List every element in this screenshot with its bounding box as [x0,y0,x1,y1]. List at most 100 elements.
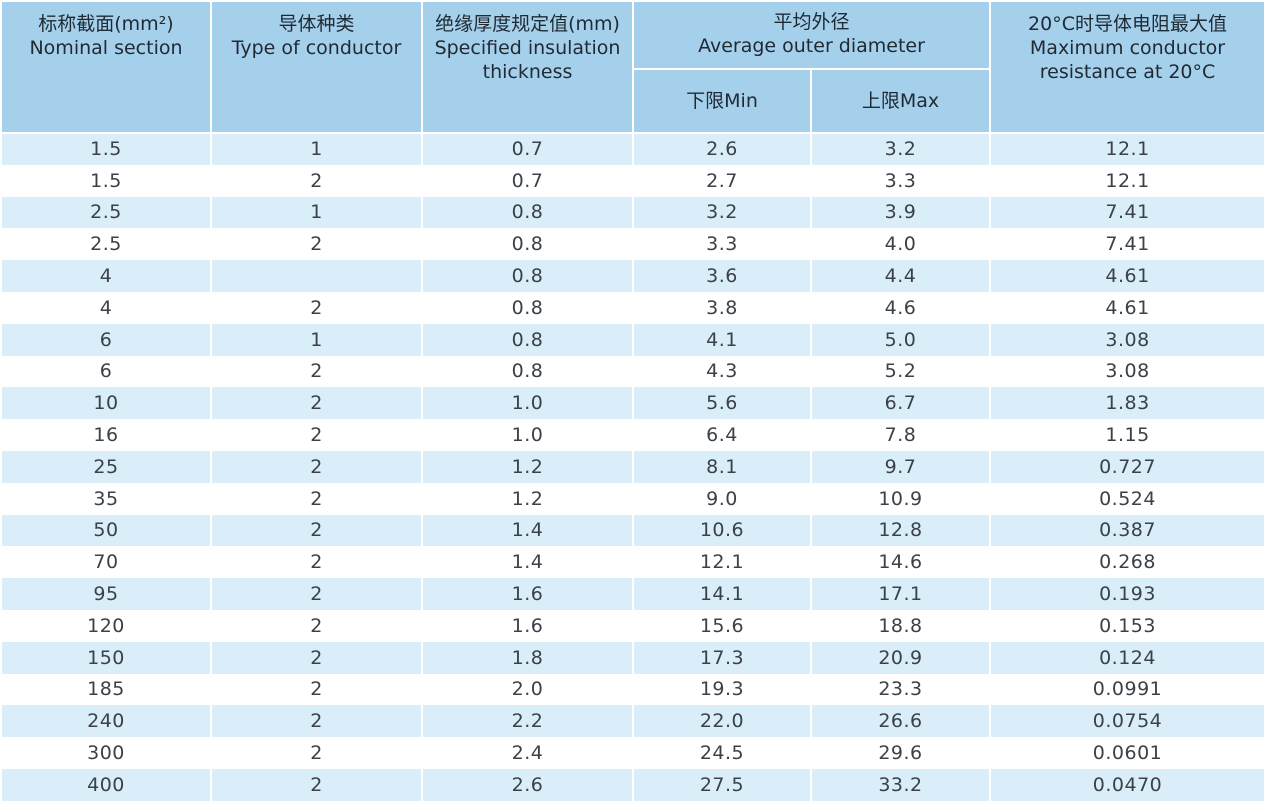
resistance-cell: 3.08 [989,323,1264,356]
diameter-min-cell: 9.0 [632,482,812,515]
resistance-cell: 12.1 [989,133,1264,165]
nominal-section-cell: 4 [0,291,212,324]
diameter-min-cell: 8.1 [632,450,812,483]
diameter-min-cell: 24.5 [632,737,812,769]
conductor-type-cell: 2 [210,228,423,261]
resistance-cell: 0.193 [989,578,1264,610]
header-average-diameter: 平均外径 Average outer diameter [631,0,992,70]
conductor-type-cell: 2 [210,609,423,642]
header-resistance-cn: 20°C时导体电阻最大值 [1028,13,1227,35]
diameter-min-cell: 3.2 [632,196,812,229]
diameter-max-cell: 4.4 [809,260,992,292]
nominal-section-cell: 2.5 [0,228,212,261]
nominal-section-cell: 50 [0,514,212,547]
insulation-thickness-cell: 0.8 [421,228,634,261]
diameter-min-cell: 5.6 [632,387,812,420]
nominal-section-cell: 1.5 [0,133,212,165]
table-row: 16 2 1.0 6.4 7.8 1.15 [0,419,1264,451]
resistance-cell: 0.0991 [989,673,1264,706]
table-row: 35 2 1.2 9.0 10.9 0.524 [0,482,1264,515]
resistance-cell: 0.727 [989,450,1264,483]
insulation-thickness-cell: 1.4 [421,514,634,547]
diameter-min-cell: 6.4 [632,419,812,451]
conductor-type-cell: 2 [210,482,423,515]
table-row: 2.5 2 0.8 3.3 4.0 7.41 [0,228,1264,261]
diameter-min-cell: 15.6 [632,609,812,642]
diameter-max-cell: 29.6 [809,737,992,769]
conductor-type-cell: 2 [210,546,423,579]
insulation-thickness-cell: 0.7 [421,133,634,165]
resistance-cell: 0.268 [989,546,1264,579]
conductor-type-cell: 1 [210,133,423,165]
header-nominal-section: 标称截面(mm²) Nominal section [0,0,212,134]
header-conductor-type: 导体种类 Type of conductor [210,0,423,134]
table-row: 400 2 2.6 27.5 33.2 0.0470 [0,768,1264,801]
diameter-min-cell: 4.3 [632,355,812,388]
insulation-thickness-cell: 2.2 [421,705,634,738]
header-diameter-max: 上限Max [809,68,992,134]
conductor-type-cell: 2 [210,164,423,197]
insulation-thickness-cell: 1.8 [421,641,634,674]
diameter-max-cell: 6.7 [809,387,992,420]
table-header: 标称截面(mm²) Nominal section 导体种类 Type of c… [0,0,1264,134]
resistance-cell: 0.0601 [989,737,1264,769]
table-row: 6 2 0.8 4.3 5.2 3.08 [0,355,1264,388]
insulation-thickness-cell: 1.2 [421,482,634,515]
nominal-section-cell: 16 [0,419,212,451]
header-diameter-cn: 平均外径 [773,11,850,33]
table-row: 6 1 0.8 4.1 5.0 3.08 [0,323,1264,356]
table-row: 50 2 1.4 10.6 12.8 0.387 [0,514,1264,547]
nominal-section-cell: 2.5 [0,196,212,229]
table-row: 1.5 2 0.7 2.7 3.3 12.1 [0,164,1264,197]
table-row: 10 2 1.0 5.6 6.7 1.83 [0,387,1264,420]
diameter-min-cell: 12.1 [632,546,812,579]
header-diameter-en: Average outer diameter [698,35,925,57]
diameter-max-cell: 12.8 [809,514,992,547]
diameter-min-cell: 22.0 [632,705,812,738]
table-row: 1.5 1 0.7 2.6 3.2 12.1 [0,133,1264,165]
diameter-max-cell: 3.9 [809,196,992,229]
resistance-cell: 0.387 [989,514,1264,547]
table-row: 25 2 1.2 8.1 9.7 0.727 [0,450,1264,483]
header-resistance-en1: Maximum conductor [1029,37,1226,59]
diameter-max-cell: 5.2 [809,355,992,388]
insulation-thickness-cell: 1.6 [421,578,634,610]
conductor-type-cell: 2 [210,387,423,420]
conductor-type-cell: 1 [210,323,423,356]
diameter-max-cell: 4.6 [809,291,992,324]
conductor-type-cell: 2 [210,578,423,610]
nominal-section-cell: 150 [0,641,212,674]
conductor-type-cell: 2 [210,355,423,388]
header-diameter-min: 下限Min [632,68,812,134]
conductor-type-cell: 2 [210,768,423,801]
resistance-cell: 12.1 [989,164,1264,197]
conductor-type-cell: 2 [210,673,423,706]
diameter-min-cell: 19.3 [632,673,812,706]
table-row: 240 2 2.2 22.0 26.6 0.0754 [0,705,1264,738]
table-row: 150 2 1.8 17.3 20.9 0.124 [0,641,1264,674]
diameter-max-cell: 23.3 [809,673,992,706]
conductor-type-cell: 2 [210,705,423,738]
diameter-min-cell: 17.3 [632,641,812,674]
diameter-min-cell: 14.1 [632,578,812,610]
resistance-cell: 0.0470 [989,768,1264,801]
insulation-thickness-cell: 2.0 [421,673,634,706]
resistance-cell: 3.08 [989,355,1264,388]
diameter-min-cell: 2.6 [632,133,812,165]
insulation-thickness-cell: 0.8 [421,323,634,356]
diameter-max-cell: 3.3 [809,164,992,197]
conductor-type-cell: 1 [210,196,423,229]
header-resistance-en2: resistance at 20°C [1039,61,1216,83]
table-row: 4 2 0.8 3.8 4.6 4.61 [0,291,1264,324]
nominal-section-cell: 120 [0,609,212,642]
nominal-section-cell: 400 [0,768,212,801]
diameter-max-cell: 14.6 [809,546,992,579]
nominal-section-cell: 95 [0,578,212,610]
table-row: 120 2 1.6 15.6 18.8 0.153 [0,609,1264,642]
header-type-cn: 导体种类 [278,13,355,35]
insulation-thickness-cell: 0.8 [421,260,634,292]
insulation-thickness-cell: 1.4 [421,546,634,579]
nominal-section-cell: 6 [0,323,212,356]
resistance-cell: 4.61 [989,291,1264,324]
